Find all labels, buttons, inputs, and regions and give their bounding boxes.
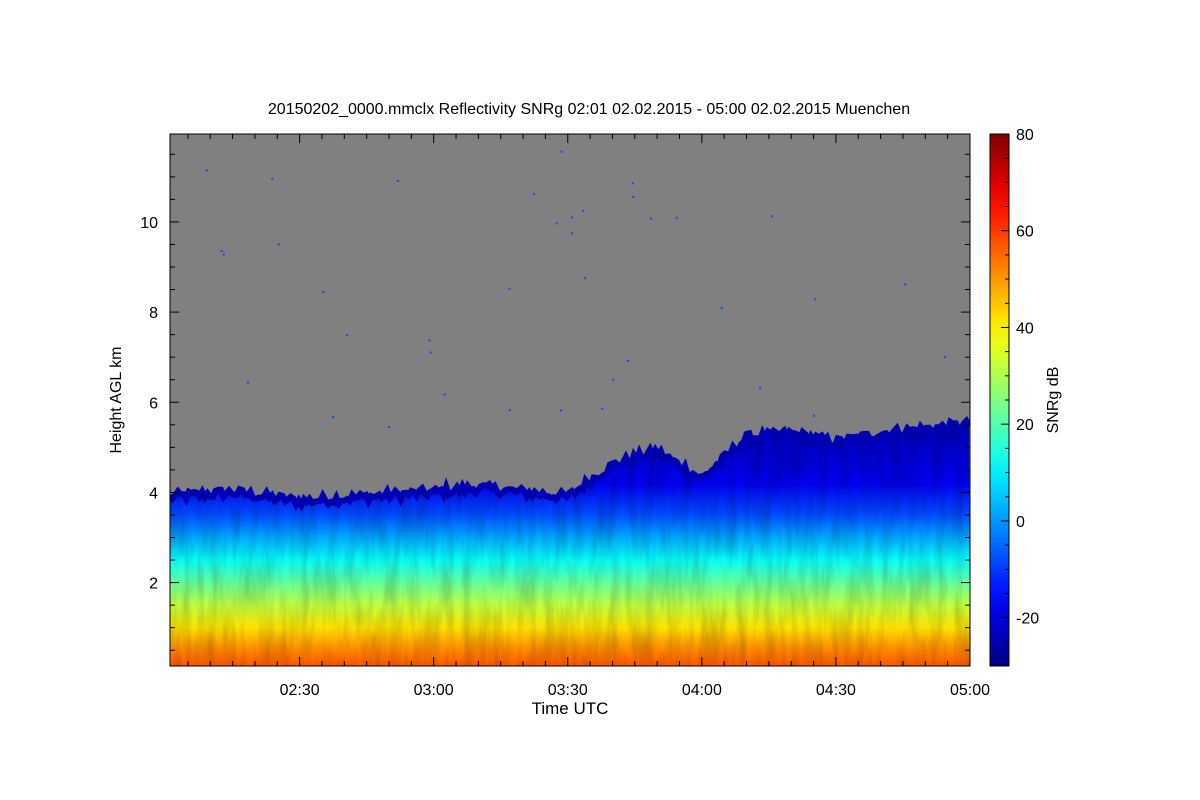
noise-speckle	[277, 243, 280, 246]
noise-speckle	[220, 250, 223, 253]
noise-speckle	[429, 351, 432, 354]
x-tick-label: 04:00	[682, 682, 722, 699]
colorbar-tick-label: 0	[1016, 514, 1025, 531]
colorbar-tick-label: 40	[1016, 320, 1034, 337]
noise-speckle	[508, 409, 511, 411]
y-axis-label: Height AGL km	[108, 346, 125, 453]
noise-speckle	[346, 334, 349, 337]
noise-speckle	[570, 216, 573, 219]
noise-speckle	[649, 217, 652, 220]
noise-speckle	[205, 169, 208, 172]
x-tick-label: 02:30	[280, 682, 320, 699]
y-tick-label: 6	[149, 395, 158, 412]
noise-speckle	[247, 381, 249, 384]
noise-speckle	[626, 359, 629, 362]
noise-speckle	[388, 426, 391, 429]
noise-speckle	[271, 177, 274, 180]
x-tick-label: 03:00	[414, 682, 454, 699]
noise-speckle	[631, 182, 634, 185]
noise-speckle	[397, 180, 399, 182]
noise-speckle	[570, 232, 573, 235]
noise-speckle	[771, 215, 774, 218]
y-tick-label: 8	[149, 305, 158, 322]
noise-speckle	[428, 339, 431, 342]
noise-speckle	[322, 291, 325, 293]
noise-speckle	[675, 216, 678, 219]
plot-area	[170, 134, 970, 666]
noise-speckle	[720, 307, 723, 310]
y-tick-label: 4	[149, 485, 158, 502]
colorbar-tick-label: 60	[1016, 224, 1034, 241]
noise-speckle	[560, 150, 563, 153]
noise-speckle	[632, 195, 635, 198]
y-tick-label: 10	[140, 215, 158, 232]
noise-speckle	[612, 378, 615, 381]
noise-speckle	[582, 210, 585, 212]
noise-speckle	[601, 407, 604, 410]
noise-speckle	[813, 414, 815, 417]
colorbar-label: SNRg dB	[1045, 367, 1062, 434]
noise-speckle	[555, 222, 558, 225]
noise-speckles	[205, 150, 946, 429]
noise-speckle	[332, 416, 335, 419]
y-axis: 2 4 6 8 10	[140, 153, 970, 651]
y-tick-label: 2	[149, 576, 158, 593]
noise-speckle	[814, 298, 817, 301]
noise-speckle	[759, 386, 762, 389]
x-axis: 02:30 03:00 03:30 04:00 04:30 05:00	[187, 134, 990, 699]
x-tick-label: 03:30	[548, 682, 588, 699]
colorbar-axis: -20 0 20 40 60 80	[1001, 127, 1039, 667]
colorbar-tick-label: -20	[1016, 611, 1039, 628]
noise-speckle	[584, 277, 587, 280]
noise-speckle	[443, 393, 446, 396]
colorbar-tick-label: 80	[1016, 127, 1034, 144]
x-tick-label: 04:30	[816, 682, 856, 699]
chart-title: 20150202_0000.mmclx Reflectivity SNRg 02…	[268, 101, 910, 118]
x-axis-label: Time UTC	[532, 699, 609, 718]
noise-speckle	[508, 287, 511, 290]
colorbar-tick-label: 20	[1016, 417, 1034, 434]
x-tick-label: 05:00	[950, 682, 990, 699]
noise-speckle	[560, 409, 562, 412]
noise-speckle	[222, 253, 225, 256]
noise-speckle	[904, 283, 907, 286]
noise-speckle	[532, 192, 535, 195]
noise-speckle	[943, 355, 946, 358]
plot-frame	[169, 133, 971, 667]
